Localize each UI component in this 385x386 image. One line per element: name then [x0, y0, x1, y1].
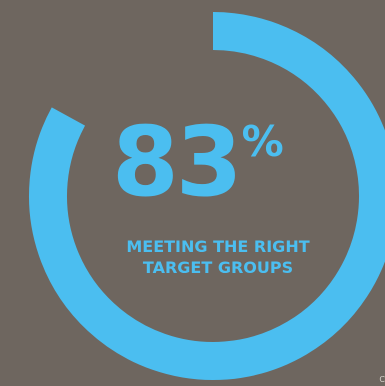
percentage-number: 83 [112, 106, 243, 218]
progress-arc [29, 12, 385, 380]
percentage-value: 83 % [112, 112, 284, 212]
chart-caption: MEETING THE RIGHT TARGET GROUPS [88, 236, 348, 278]
percentage-sign: % [241, 117, 284, 166]
edge-glyph: C [379, 375, 385, 384]
caption-line-1: MEETING THE RIGHT [126, 237, 310, 256]
caption-line-2: TARGET GROUPS [142, 258, 294, 277]
